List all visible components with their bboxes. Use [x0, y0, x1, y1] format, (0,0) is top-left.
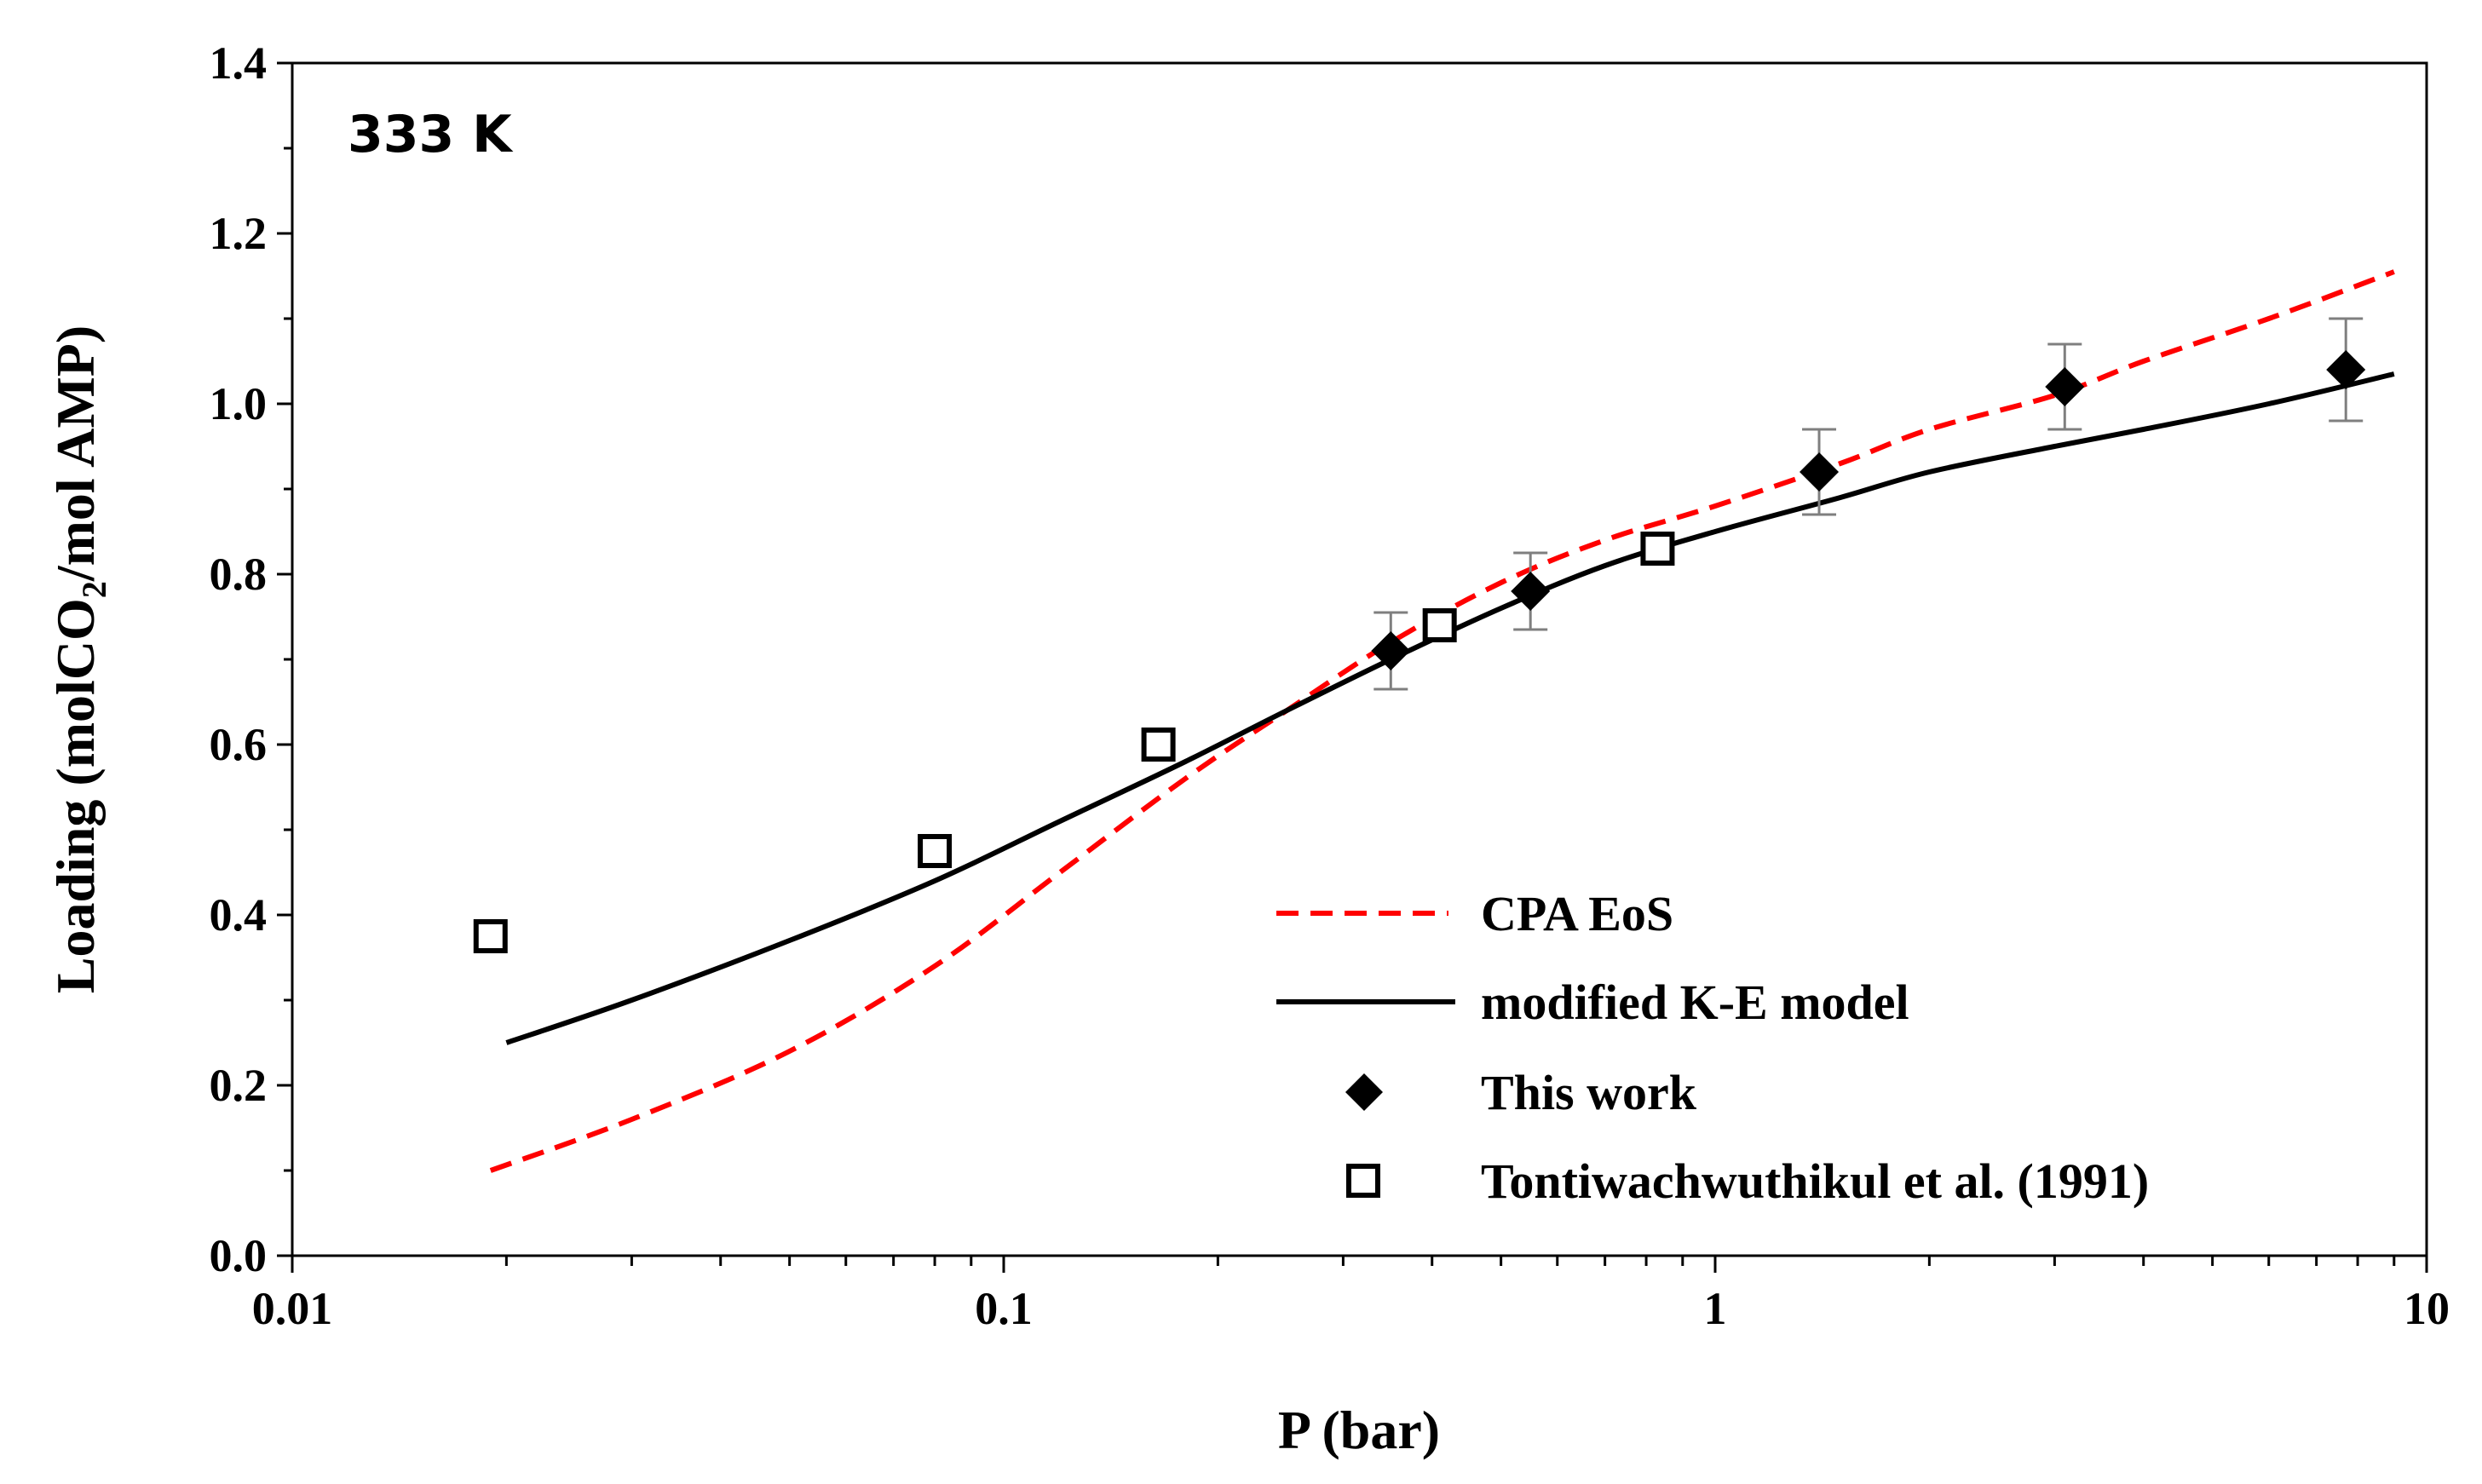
tontiwachwuthikul-point — [1141, 728, 1176, 762]
temperature-annotation: 333 K — [348, 105, 514, 164]
modified-ke-curve — [505, 371, 2395, 1045]
this-work-point — [2326, 350, 2366, 389]
x-axis-title: P (bar) — [1278, 1400, 1440, 1460]
y-axis-title: Loading (molCO2/mol AMP) — [45, 325, 113, 993]
tontiwachwuthikul-point — [1640, 532, 1675, 566]
y-tick-label: 0.8 — [210, 549, 268, 600]
y-tick-label: 1.2 — [210, 208, 268, 259]
tontiwachwuthikul-point — [918, 834, 953, 868]
y-tick-label: 0.2 — [210, 1060, 268, 1111]
y-tick-label: 0.4 — [210, 889, 268, 940]
y-axis-title-main: Loading (molCO — [45, 598, 106, 993]
x-tick-label: 0.1 — [975, 1283, 1033, 1334]
y-tick-label: 1.4 — [210, 37, 268, 89]
cpa-eos-curve — [489, 269, 2395, 1173]
x-tick-label: 0.01 — [252, 1283, 333, 1334]
legend: CPA EoS modified K-E model This work Ton… — [1276, 886, 2149, 1209]
x-tick-label: 1 — [1704, 1283, 1727, 1334]
y-tick-label: 0.6 — [210, 719, 268, 770]
legend-ke-label: modified K-E model — [1481, 975, 1909, 1030]
this-work-point — [1800, 452, 1840, 492]
legend-cpa-label: CPA EoS — [1481, 886, 1673, 941]
y-axis-title-subscript: 2 — [75, 581, 113, 598]
y-tick-label: 0.0 — [210, 1230, 268, 1281]
tick-marks — [277, 61, 2428, 1273]
legend-thiswork-marker — [1345, 1073, 1383, 1111]
legend-thiswork-label: This work — [1481, 1065, 1697, 1120]
tontiwachwuthikul-point — [473, 919, 508, 953]
series-layer — [473, 269, 2395, 1173]
plot-area-frame — [291, 61, 2428, 1257]
this-work-point — [1511, 572, 1551, 611]
tontiwachwuthikul-point — [1422, 608, 1457, 642]
tick-labels: 0.0 0.2 0.4 0.6 0.8 1.0 1.2 1.4 0.01 0.1 1 10 — [210, 37, 2450, 1334]
y-axis-title-rest: /mol AMP) — [45, 325, 106, 582]
legend-tontiwach-marker — [1346, 1164, 1380, 1198]
this-work-point — [1371, 631, 1411, 670]
legend-tontiwach-label: Tontiwachwuthikul et al. (1991) — [1481, 1153, 2149, 1209]
y-tick-label: 1.0 — [210, 378, 268, 429]
this-work-point — [2045, 367, 2085, 406]
x-tick-label: 10 — [2404, 1283, 2450, 1334]
